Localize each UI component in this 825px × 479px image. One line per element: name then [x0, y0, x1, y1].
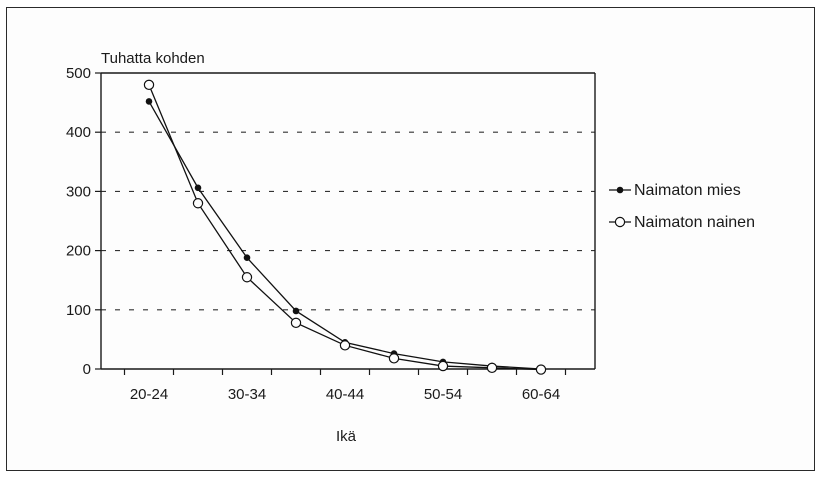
data-point — [437, 360, 449, 372]
y-tick-label: 500 — [66, 65, 91, 82]
series-1 — [145, 98, 545, 373]
legend-marker — [616, 186, 624, 194]
legend: Naimaton mies Naimaton nainen — [609, 182, 755, 231]
data-point — [243, 254, 251, 262]
data-point — [290, 317, 302, 329]
y-tick-label: 0 — [83, 361, 91, 378]
y-ticks: 0 100 200 300 400 500 — [66, 65, 101, 378]
grid-lines — [101, 72, 595, 311]
y-tick-label: 100 — [66, 302, 91, 319]
series-group — [143, 79, 547, 375]
y-tick-label: 200 — [66, 243, 91, 260]
series-line — [148, 84, 542, 371]
series-line — [148, 101, 542, 370]
data-point — [486, 362, 498, 374]
x-tick-label: 30-34 — [228, 386, 266, 403]
y-axis-label: Tuhatta kohden — [101, 50, 205, 67]
legend-label: Naimaton mies — [634, 182, 741, 199]
x-tick-label: 60-64 — [522, 386, 560, 403]
x-tick-label: 20-24 — [130, 386, 168, 403]
axes — [100, 73, 596, 370]
data-point — [241, 272, 253, 283]
x-axis-label: Ikä — [336, 428, 357, 445]
series-2 — [143, 79, 547, 375]
legend-label: Naimaton nainen — [634, 214, 755, 231]
chart-frame — [6, 7, 815, 471]
data-point — [192, 198, 204, 209]
data-point — [292, 307, 300, 315]
data-point — [339, 340, 351, 351]
data-point — [535, 364, 547, 375]
x-tick-label: 50-54 — [424, 386, 462, 403]
x-tick-label: 40-44 — [326, 386, 364, 403]
data-point — [194, 184, 202, 192]
legend-marker — [614, 216, 626, 228]
data-point — [145, 98, 153, 105]
y-tick-label: 400 — [66, 124, 91, 141]
y-tick-label: 300 — [66, 183, 91, 200]
data-point — [143, 79, 155, 91]
data-point — [388, 353, 400, 364]
x-ticks: 20-24 30-34 40-44 50-54 60-64 — [123, 369, 567, 403]
